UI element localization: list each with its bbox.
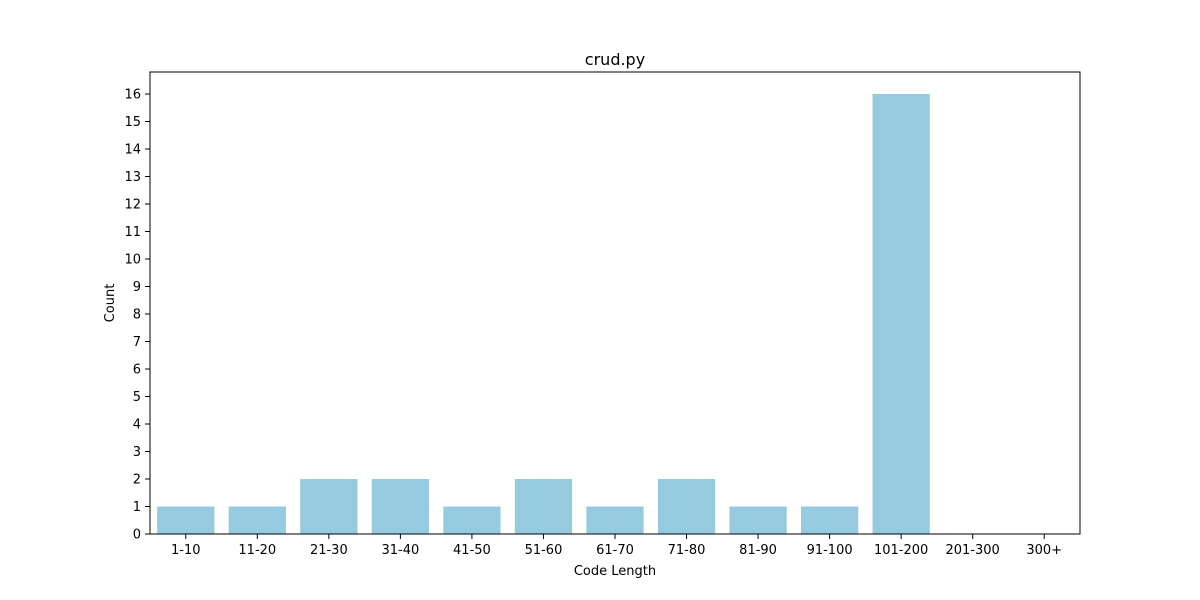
- y-tick-label: 2: [133, 473, 141, 488]
- y-tick-label: 15: [124, 115, 141, 130]
- x-tick-label: 51-60: [525, 543, 563, 558]
- x-axis-label: Code Length: [574, 564, 656, 579]
- y-tick-label: 11: [124, 225, 141, 240]
- bar-31-40: [371, 479, 429, 534]
- y-tick-label: 12: [124, 198, 141, 213]
- y-tick-label: 6: [133, 363, 141, 378]
- x-tick-label: 91-100: [807, 543, 853, 558]
- x-tick-label: 201-300: [946, 543, 1000, 558]
- y-tick-label: 4: [133, 418, 141, 433]
- x-tick-label: 101-200: [874, 543, 928, 558]
- bar-101-200: [872, 94, 930, 534]
- y-tick-label: 16: [124, 88, 141, 103]
- x-tick-label: 81-90: [739, 543, 777, 558]
- bar-11-20: [228, 506, 286, 534]
- y-tick-label: 8: [133, 308, 141, 323]
- x-tick-label: 41-50: [453, 543, 491, 558]
- x-tick-label: 31-40: [381, 543, 419, 558]
- y-tick-label: 5: [133, 390, 141, 405]
- bar-21-30: [300, 479, 358, 534]
- plot-frame: [149, 71, 1081, 535]
- bar-51-60: [514, 479, 573, 534]
- chart-title: crud.py: [585, 50, 645, 69]
- bar-81-90: [729, 506, 787, 534]
- y-tick-label: 14: [124, 143, 141, 158]
- bar-41-50: [443, 506, 501, 534]
- y-tick-label: 9: [133, 280, 141, 295]
- y-axis-label: Count: [103, 284, 118, 323]
- bar-61-70: [586, 506, 644, 534]
- bars-group: [157, 94, 930, 534]
- bar-1-10: [157, 506, 215, 534]
- x-tick-label: 61-70: [596, 543, 634, 558]
- x-tick-label: 71-80: [668, 543, 706, 558]
- y-tick-label: 13: [124, 170, 141, 185]
- y-tick-label: 10: [124, 253, 141, 268]
- y-tick-label: 1: [133, 500, 141, 515]
- y-tick-label: 7: [133, 335, 141, 350]
- x-tick-label: 11-20: [238, 543, 276, 558]
- bar-91-100: [801, 506, 859, 534]
- y-tick-label: 3: [133, 445, 141, 460]
- y-tick-label: 0: [133, 528, 141, 543]
- x-axis: 1-10 11-20 21-30 31-40 41-50 51-60 61-70 71-80 8…: [171, 534, 1062, 558]
- x-tick-label: 1-10: [171, 543, 201, 558]
- x-tick-label: 21-30: [310, 543, 348, 558]
- bar-71-80: [657, 479, 716, 534]
- x-tick-label: 300+: [1026, 543, 1062, 558]
